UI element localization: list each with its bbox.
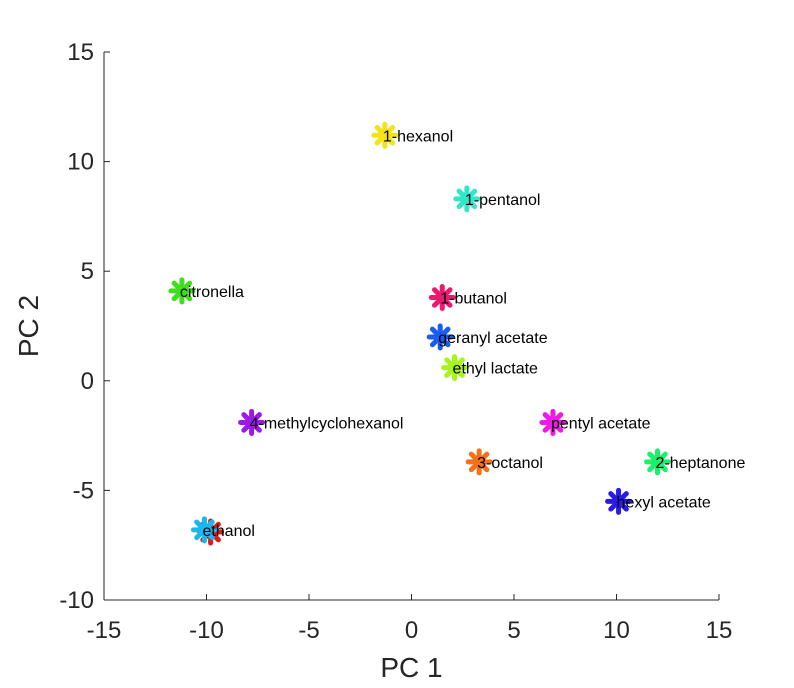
data-point-label: 1-butanol [440,291,507,308]
data-point-marker [238,408,266,436]
x-tick-label: -15 [87,617,122,644]
y-tick-label: -5 [73,477,94,504]
x-tick-label: 10 [603,617,630,644]
x-ticks: -15 -10 -5 0 5 10 15 [87,594,733,644]
x-tick-label: -5 [298,617,319,644]
data-point-marker [539,408,567,436]
data-point-marker [605,487,633,515]
data-markers [168,121,671,546]
y-tick-label: 0 [81,368,94,395]
data-point-marker [644,448,671,476]
data-point-label: citronella [180,284,244,301]
data-point-marker [453,185,481,213]
data-point-label: pentyl acetate [551,415,651,432]
data-point-marker [441,354,469,382]
data-point-label: 3-octanol [477,455,543,472]
data-point-label: hexyl acetate [617,494,711,511]
data-point-marker [371,121,399,149]
data-point-label: 1-pentanol [465,192,541,209]
x-tick-label: 5 [507,617,520,644]
x-axis-label: PC 1 [380,652,442,683]
x-tick-label: 15 [706,617,733,644]
data-point-marker [428,284,456,312]
data-point-marker [465,448,493,476]
data-labels: 1-hexanol 1-pentanol citronella 1-butanol ge… [180,128,746,540]
x-tick-label: 0 [405,617,418,644]
y-ticks: -10 -5 0 5 10 15 [59,39,110,614]
data-point-label: 4-methylcyclohexanol [250,415,404,432]
data-point-marker [168,277,196,305]
data-point-marker [426,323,454,351]
data-point-marker [190,516,218,544]
y-axis-label: PC 2 [13,295,44,357]
data-point-label: ethyl lactate [453,361,538,378]
axes: -15 -10 -5 0 5 10 15 -10 -5 0 5 10 15 [59,39,732,644]
data-point-label: 2-heptanone [656,455,746,472]
y-tick-label: 15 [67,39,94,66]
data-point-label: geranyl acetate [438,330,548,347]
y-tick-label: -10 [59,587,94,614]
y-tick-label: 10 [67,149,94,176]
data-point-label: 1-hexanol [383,128,453,145]
x-tick-label: -10 [189,617,224,644]
data-point-label: ethanol [202,523,255,540]
y-tick-label: 5 [81,258,94,285]
